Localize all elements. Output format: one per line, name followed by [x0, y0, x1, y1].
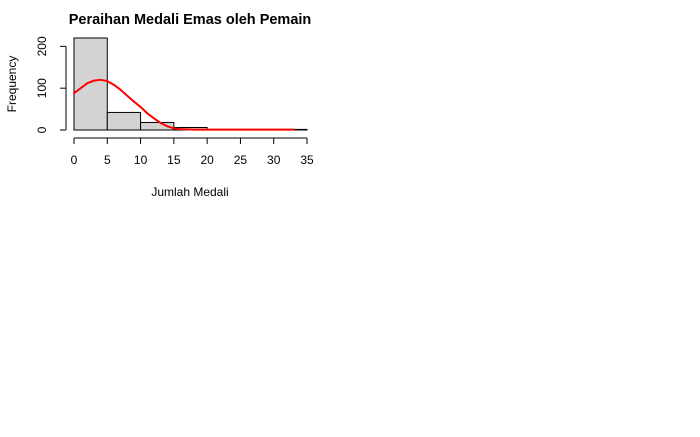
histogram-bar-2 [140, 121, 175, 131]
histogram-bars [73, 37, 308, 131]
y-axis-title: Frequency [5, 56, 19, 113]
density-curve [73, 78, 295, 131]
x-tick-label-5: 25 [234, 153, 248, 167]
x-tick-label-6: 30 [267, 153, 281, 167]
x-tick-label-1: 5 [104, 153, 111, 167]
x-tick-label-2: 10 [134, 153, 148, 167]
histogram-bar-0 [73, 37, 108, 131]
y-axis: 0 100 200 [35, 36, 67, 133]
x-tick-label-4: 20 [200, 153, 214, 167]
x-tick-label-0: 0 [71, 153, 78, 167]
x-tick-label-3: 15 [167, 153, 181, 167]
density-curve-group [73, 78, 295, 131]
chart-title: Peraihan Medali Emas oleh Pemain [69, 12, 312, 28]
x-tick-label-7: 35 [300, 153, 314, 167]
x-axis: 0 5 10 15 20 25 30 35 [71, 137, 314, 167]
y-tick-label-0: 0 [35, 126, 49, 133]
y-tick-label-1: 100 [35, 78, 49, 98]
y-tick-label-2: 200 [35, 36, 49, 56]
x-axis-title: Jumlah Medali [151, 185, 228, 199]
histogram-bar-1 [106, 111, 142, 131]
